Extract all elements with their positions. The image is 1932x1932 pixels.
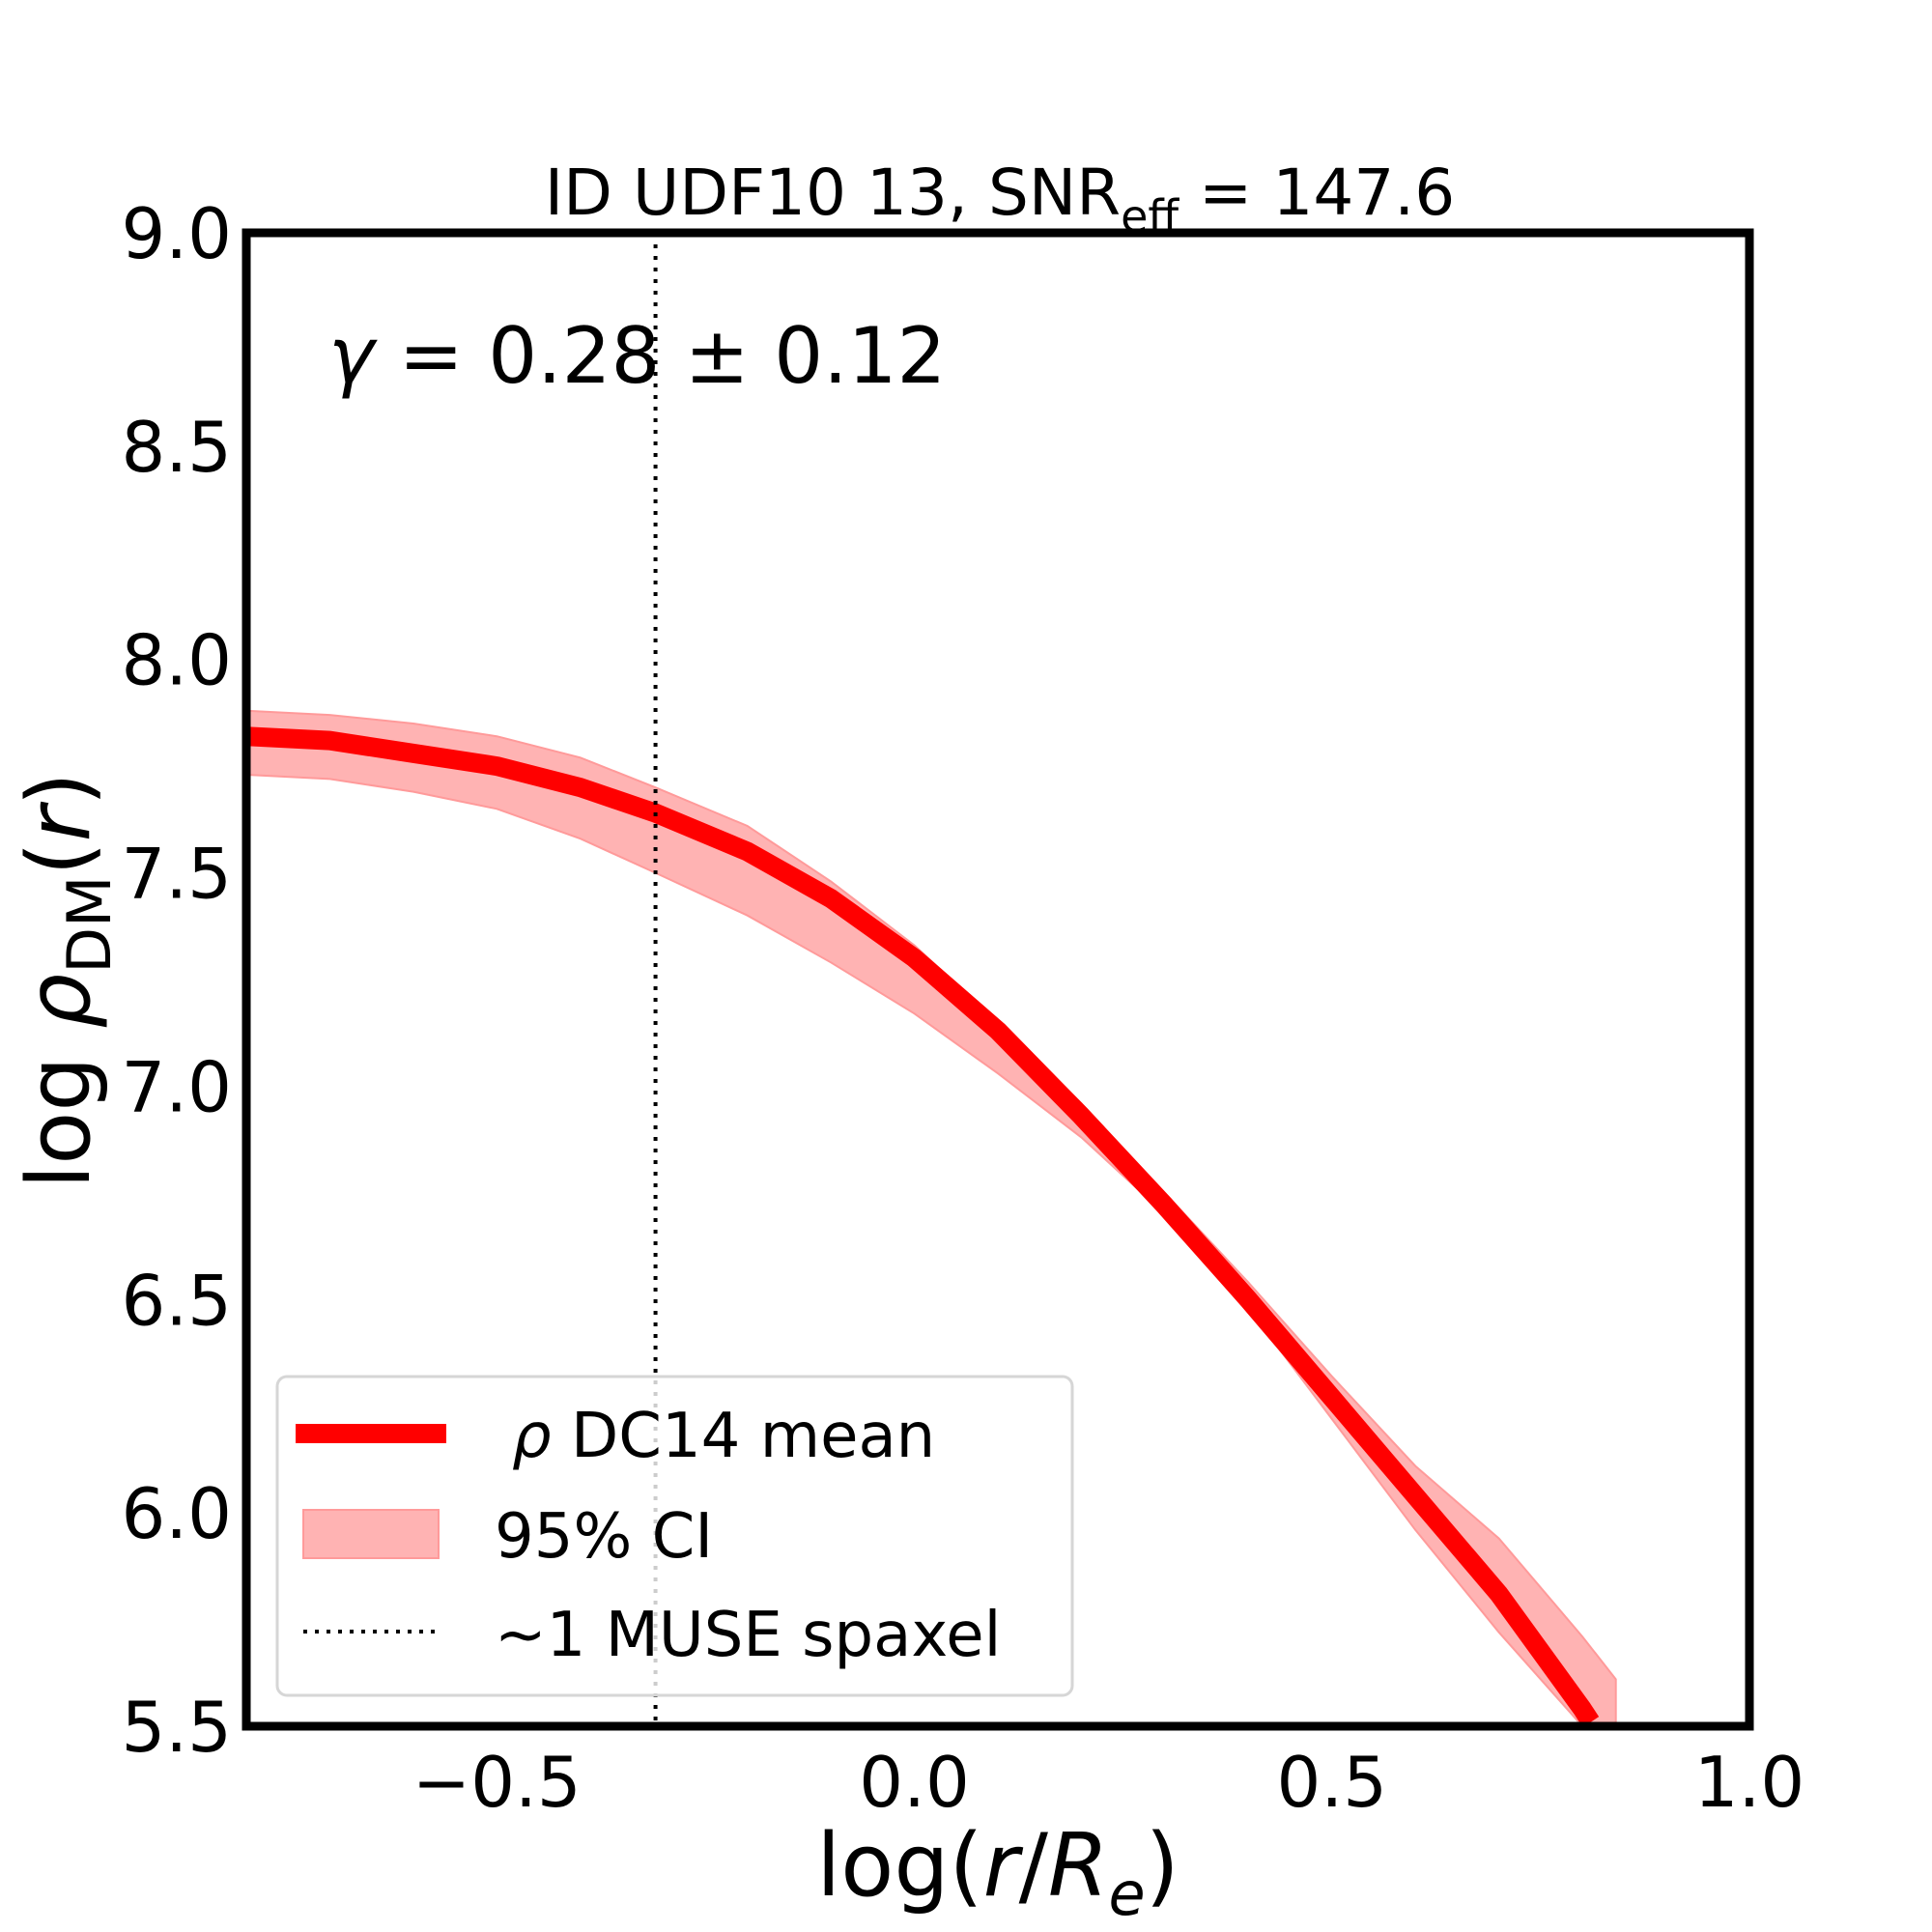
legend: ρ DC14 mean 95% CI ~1 MUSE spaxel bbox=[275, 1375, 1074, 1697]
y-tick-label: 6.0 bbox=[121, 1473, 232, 1554]
y-axis-ticks: 5.5 6.0 6.5 7.0 7.5 8.0 8.5 9.0 bbox=[121, 193, 232, 1768]
y-tick-label: 5.5 bbox=[121, 1687, 232, 1768]
legend-box bbox=[275, 1375, 1074, 1697]
y-tick-label: 7.0 bbox=[121, 1046, 232, 1127]
plot-frame bbox=[242, 228, 1754, 1731]
y-axis-title: log ρDM(r) bbox=[9, 772, 125, 1188]
legend-band-label: 95% CI bbox=[495, 1501, 713, 1573]
legend-band-swatch bbox=[302, 1509, 440, 1559]
chart-title: ID UDF10 13, SNReff = 147.6 bbox=[545, 156, 1456, 242]
y-tick-label: 9.0 bbox=[121, 193, 232, 274]
confidence-band-95 bbox=[246, 709, 1617, 1726]
plot-area bbox=[246, 233, 1617, 1726]
gamma-annotation: γ = 0.28 ± 0.12 bbox=[328, 311, 946, 401]
y-tick-label: 6.5 bbox=[121, 1260, 232, 1341]
y-tick-label: 8.0 bbox=[121, 620, 232, 701]
x-tick-label: 0.5 bbox=[1277, 1742, 1388, 1823]
x-tick-label: −0.5 bbox=[412, 1742, 582, 1823]
x-axis-title: log(r/Re) bbox=[816, 1815, 1179, 1929]
x-axis-ticks: −0.5 0.0 0.5 1.0 bbox=[412, 1742, 1804, 1823]
x-tick-label: 0.0 bbox=[859, 1742, 970, 1823]
y-tick-label: 7.5 bbox=[121, 834, 232, 915]
legend-mean-label: ρ DC14 mean bbox=[512, 1401, 935, 1472]
dc14-mean-line bbox=[246, 726, 1600, 1726]
legend-vline-label: ~1 MUSE spaxel bbox=[495, 1600, 1001, 1671]
x-tick-label: 1.0 bbox=[1694, 1742, 1805, 1823]
y-tick-label: 8.5 bbox=[121, 407, 232, 488]
